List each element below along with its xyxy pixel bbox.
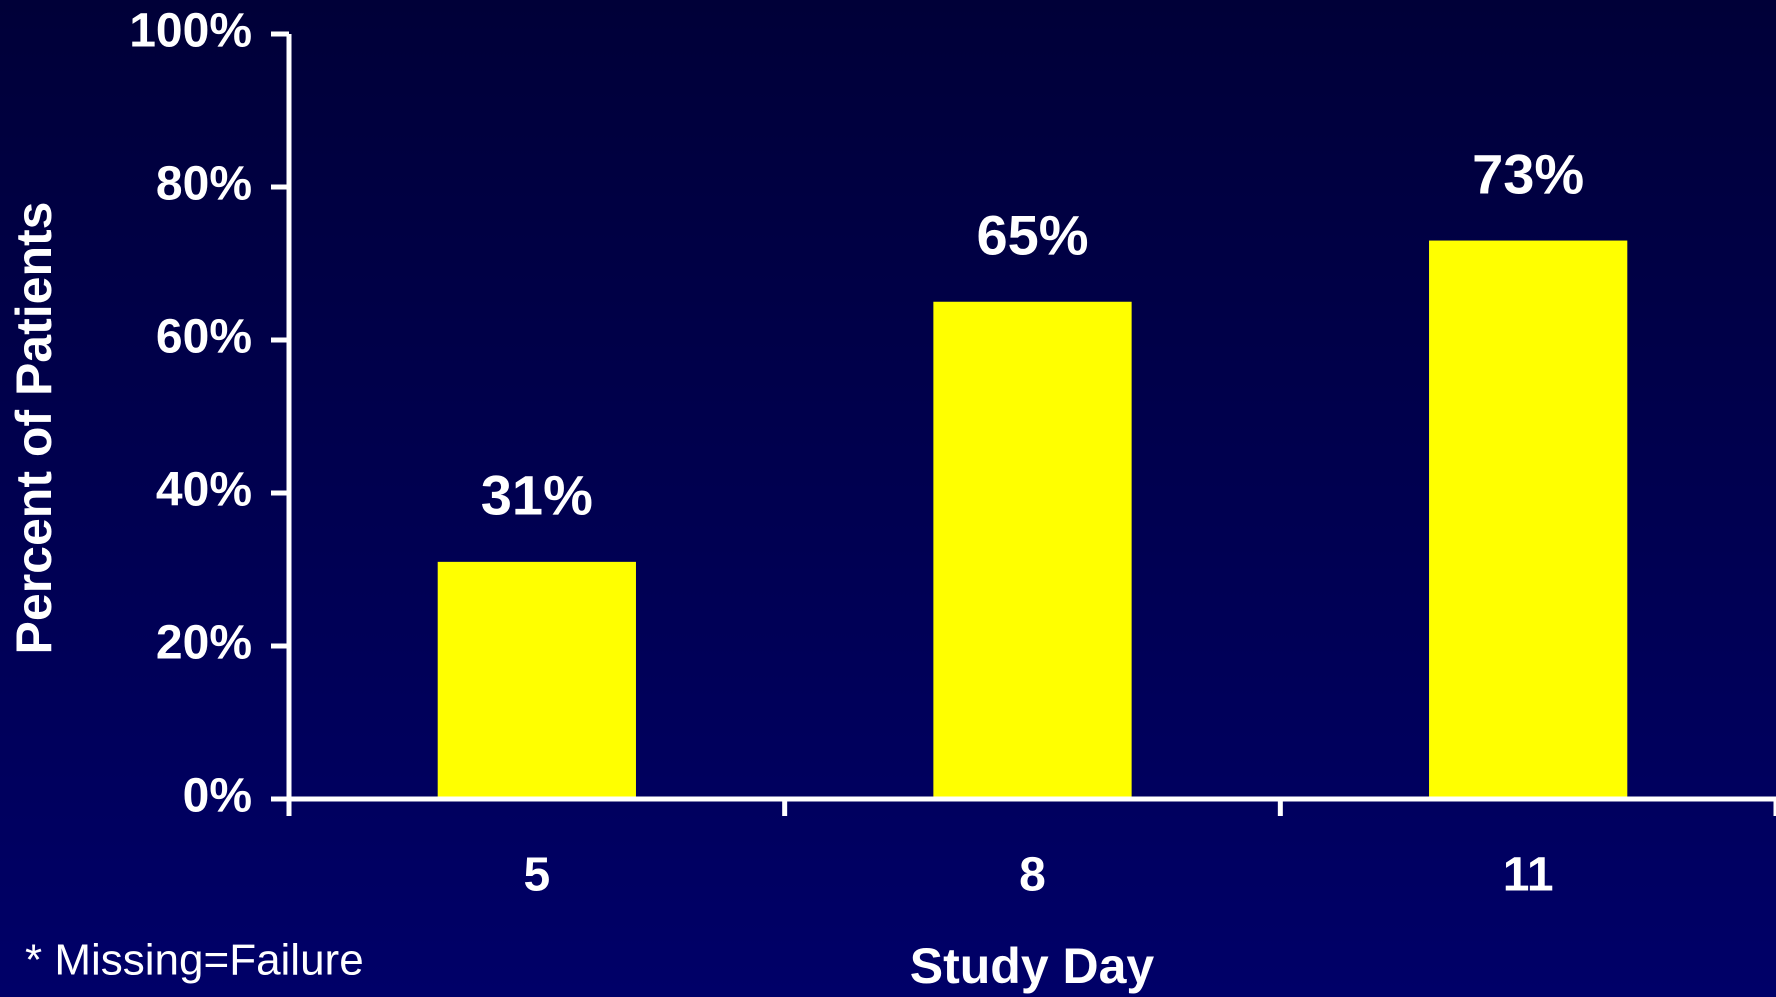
x-tick-label: 11 (1503, 849, 1554, 902)
x-tick-label: 8 (1019, 849, 1046, 902)
x-tick-label: 5 (523, 849, 550, 902)
bar (933, 301, 1132, 799)
footnote: * Missing=Failure (25, 936, 364, 985)
y-tick-label: 0% (183, 770, 252, 823)
y-tick-label: 20% (156, 617, 252, 670)
bar (1429, 240, 1628, 800)
y-axis-label: Percent of Patients (6, 202, 62, 655)
bar (437, 561, 636, 799)
value-label: 65% (976, 204, 1088, 267)
y-tick-label: 80% (156, 158, 252, 211)
y-tick-label: 40% (156, 464, 252, 517)
y-tick-label: 100% (129, 5, 252, 58)
value-label: 31% (481, 464, 593, 527)
x-axis-label: Study Day (910, 938, 1155, 994)
y-tick-label: 60% (156, 311, 252, 364)
value-label: 73% (1472, 142, 1584, 205)
